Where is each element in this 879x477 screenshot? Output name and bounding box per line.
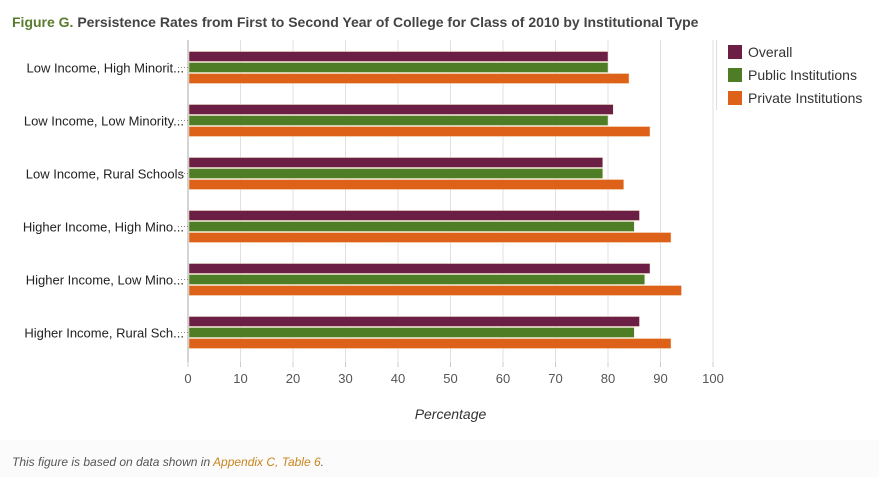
x-tick-label: 30: [338, 371, 352, 386]
x-tick-label: 10: [233, 371, 247, 386]
x-tick-label: 50: [443, 371, 457, 386]
legend-swatch: [728, 44, 742, 59]
appendix-link[interactable]: Appendix C, Table 6: [213, 455, 321, 469]
bar-overall: [188, 51, 609, 62]
x-tick-label: 60: [496, 371, 510, 386]
bar-overall: [188, 316, 640, 327]
x-tick-label: 20: [286, 371, 300, 386]
category-label: Low Income, High Minorit...: [26, 61, 184, 76]
bar-private-institutions: [188, 73, 630, 84]
legend-divider: [716, 40, 717, 110]
bar-private-institutions: [188, 285, 682, 296]
footnote: This figure is based on data shown in Ap…: [12, 455, 324, 469]
footnote-text: This figure is based on data shown in: [12, 455, 214, 469]
x-tick-label: 70: [548, 371, 562, 386]
x-tick-label: 0: [184, 371, 191, 386]
bar-overall: [188, 263, 651, 274]
x-tick-label: 100: [702, 371, 724, 386]
x-tick-label: 40: [391, 371, 405, 386]
figure-label: Figure G.: [12, 14, 74, 30]
legend: Overall Public Institutions Private Instit…: [728, 40, 862, 109]
legend-label: Overall: [748, 43, 793, 60]
bar-public-institutions: [188, 274, 645, 285]
legend-item[interactable]: Public Institutions: [728, 63, 862, 86]
category-label: Higher Income, Rural Sch...: [24, 326, 184, 341]
bar-private-institutions: [188, 232, 672, 243]
x-tick-label: 90: [653, 371, 667, 386]
bar-overall: [188, 104, 614, 115]
footer: [0, 440, 879, 477]
bar-overall: [188, 210, 640, 221]
bar-public-institutions: [188, 327, 635, 338]
category-label: Higher Income, Low Mino...: [26, 273, 184, 288]
x-tick-label: 80: [601, 371, 615, 386]
category-label: Higher Income, High Mino...: [23, 220, 184, 235]
bar-public-institutions: [188, 115, 609, 126]
x-axis-label: Percentage: [415, 406, 487, 422]
chart-title: Figure G. Persistence Rates from First t…: [12, 14, 698, 30]
bar-public-institutions: [188, 168, 603, 179]
bar-private-institutions: [188, 179, 624, 190]
bar-public-institutions: [188, 221, 635, 232]
legend-label: Private Institutions: [748, 89, 863, 106]
legend-item[interactable]: Private Institutions: [728, 86, 862, 109]
bar-public-institutions: [188, 62, 609, 73]
legend-swatch: [728, 67, 742, 82]
legend-swatch: [728, 90, 742, 105]
bar-overall: [188, 157, 603, 168]
legend-label: Public Institutions: [748, 66, 857, 83]
bar-chart: 0 10 20 30 40 50 60 70 80 90 100 Percentage Low Inco…: [23, 40, 724, 422]
footnote-suffix: .: [320, 455, 324, 469]
bar-private-institutions: [188, 126, 651, 137]
title-text: Persistence Rates from First to Second Y…: [77, 14, 699, 30]
legend-item[interactable]: Overall: [728, 40, 862, 63]
category-label: Low Income, Rural Schools: [26, 167, 185, 182]
category-label: Low Income, Low Minority...: [24, 114, 184, 129]
bar-private-institutions: [188, 338, 672, 349]
